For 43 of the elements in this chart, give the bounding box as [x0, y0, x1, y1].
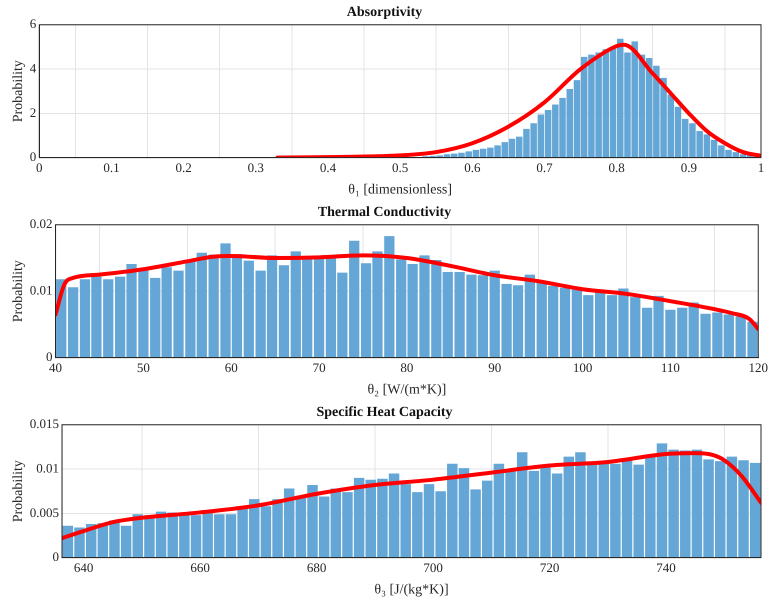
x-tick-label: 0.6	[464, 160, 481, 175]
y-tick-label: 0.015	[30, 416, 60, 432]
y-tick-label: 0.01	[36, 460, 60, 476]
chart-title: Absorptivity	[346, 5, 422, 20]
y-tick-label: 0	[30, 149, 36, 164]
chart-title: Specific Heat Capacity	[316, 405, 453, 420]
x-axis-title: θ₂ [W/(m*K)]	[367, 382, 446, 398]
x-tick-label: 0.8	[608, 160, 625, 175]
y-axis-title: Probability	[11, 260, 26, 322]
y-tick-label: 2	[30, 104, 36, 120]
chart-title: Thermal Conductivity	[318, 205, 452, 220]
x-tick-label: 100	[572, 360, 592, 375]
x-tick-label: 0.1	[103, 160, 120, 175]
x-tick-label: 660	[190, 560, 210, 575]
x-tick-label: 120	[748, 360, 768, 375]
x-tick-label: 80	[400, 360, 414, 375]
x-tick-label: 720	[540, 560, 560, 575]
x-tick-label: 700	[423, 560, 443, 575]
x-tick-label: 1	[758, 160, 764, 175]
y-tick-label: 0	[52, 549, 60, 564]
x-tick-label: 50	[136, 360, 150, 375]
y-tick-label: 4	[30, 60, 37, 76]
y-axis-title: Probability	[11, 60, 26, 122]
x-axis-title: θ₃ [J/(kg*K)]	[374, 582, 449, 598]
x-axis-title: θ₁ [dimensionless]	[348, 182, 452, 198]
x-tick-label: 60	[224, 360, 238, 375]
x-tick-label: 0.4	[320, 160, 337, 175]
x-tick-label: 0.3	[248, 160, 264, 175]
y-tick-label: 0.005	[30, 504, 60, 520]
x-tick-label: 90	[488, 360, 502, 375]
y-axis-title: Probability	[11, 460, 26, 522]
x-tick-label: 0.2	[176, 160, 192, 175]
y-tick-label: 0.02	[30, 216, 53, 232]
x-tick-label: 0.9	[680, 160, 697, 175]
x-tick-label: 0.5	[392, 160, 408, 175]
x-tick-label: 0.7	[536, 160, 554, 175]
x-tick-label: 110	[660, 360, 680, 375]
y-tick-label: 0.01	[30, 282, 53, 298]
x-tick-label: 70	[312, 360, 326, 375]
x-tick-label: 640	[74, 560, 94, 575]
x-tick-label: 740	[656, 560, 676, 575]
y-tick-label: 6	[30, 16, 37, 32]
x-tick-label: 680	[306, 560, 326, 575]
